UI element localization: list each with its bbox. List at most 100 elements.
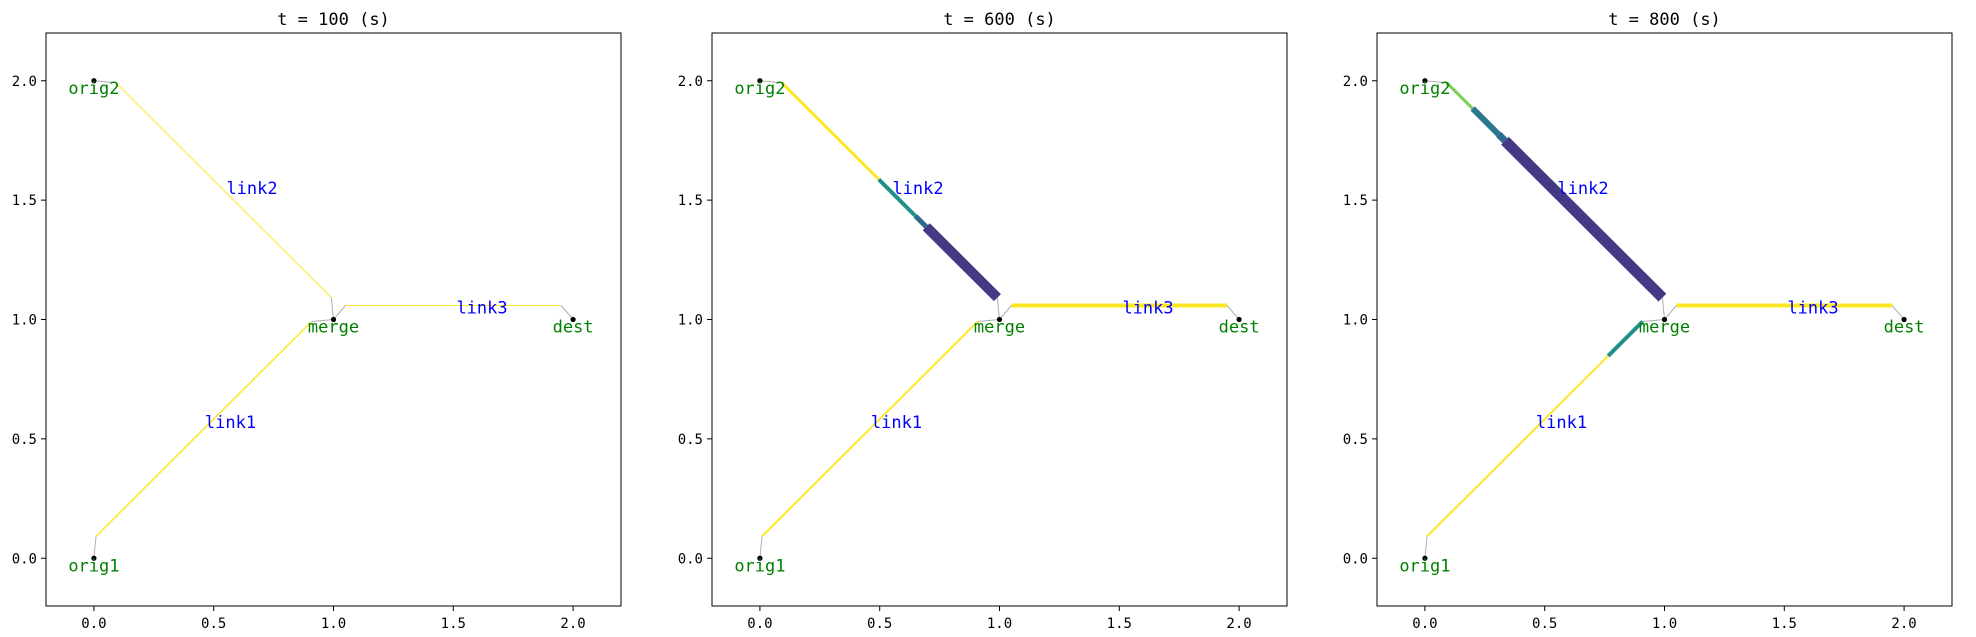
node-merge-label: merge <box>974 318 1025 338</box>
node-orig2-marker <box>91 78 97 84</box>
link2-segment-2 <box>877 178 917 218</box>
link2-segment-4 <box>922 223 1001 302</box>
node-orig2-marker <box>1422 78 1428 84</box>
node-orig2-marker <box>757 78 763 84</box>
x-tick-label: 0.0 <box>81 616 106 632</box>
node-orig1-label: orig1 <box>1399 556 1450 576</box>
y-tick-label: 0.5 <box>1343 432 1368 448</box>
link1-segment-1 <box>761 320 979 538</box>
node-merge-marker <box>1661 316 1668 323</box>
link2-connector-start <box>1424 80 1447 84</box>
link1-segment-1 <box>1426 355 1609 538</box>
y-tick-label: 2.0 <box>678 74 703 90</box>
link1-connector-start <box>1424 536 1428 559</box>
x-tick-label: 0.0 <box>1412 616 1437 632</box>
node-orig1-marker <box>1422 555 1428 561</box>
link2-segment-2 <box>1470 106 1501 137</box>
node-merge-label: merge <box>1639 318 1690 338</box>
link2-connector-end <box>1661 297 1665 320</box>
link3-connector-end <box>560 305 574 320</box>
y-tick-label: 2.0 <box>12 74 37 90</box>
link2-segment-3 <box>1496 131 1508 144</box>
x-tick-label: 2.0 <box>560 616 585 632</box>
link2-connector-start <box>759 80 782 84</box>
link2-segment-3 <box>913 214 929 229</box>
x-tick-label: 0.0 <box>747 616 772 632</box>
link2-label: link2 <box>892 179 943 199</box>
node-dest-label: dest <box>1219 318 1260 338</box>
node-dest-marker <box>1901 316 1907 323</box>
link1-label: link1 <box>871 413 922 433</box>
y-tick-label: 1.0 <box>678 313 703 329</box>
node-orig1-label: orig1 <box>734 556 785 576</box>
link1-connector-end <box>311 319 334 323</box>
node-merge-label: merge <box>308 318 359 338</box>
link3-label: link3 <box>1787 299 1838 319</box>
link3-connector-start <box>1664 305 1677 320</box>
node-dest-label: dest <box>553 318 594 338</box>
y-tick-label: 1.0 <box>1343 313 1368 329</box>
link1-connector-start <box>759 536 763 559</box>
link1-segment-1 <box>95 320 313 537</box>
link2-connector-start <box>93 80 116 84</box>
y-tick-label: 0.5 <box>678 432 703 448</box>
x-tick-label: 0.5 <box>201 616 226 632</box>
link2-segment-1 <box>780 81 880 181</box>
link3-connector-end <box>1891 305 1905 320</box>
link1-connector-end <box>977 319 1000 323</box>
link1-label: link1 <box>1536 413 1587 433</box>
panel-3: t = 800 (s) 0.0 0.5 1.0 1.5 2.0 0.0 0.5 1.0 1.5 2.… <box>1343 10 1953 632</box>
link1-connector-start <box>93 536 97 559</box>
link1-segment-2 <box>1606 320 1645 358</box>
y-tick-label: 0.5 <box>12 432 37 448</box>
link1-label: link1 <box>205 413 256 433</box>
link2-segment-1 <box>1445 81 1474 110</box>
link3-connector-start <box>999 305 1012 320</box>
link2-segment-4 <box>1501 136 1667 302</box>
link3-label: link3 <box>456 299 507 319</box>
panel-1: t = 100 (s) 0.0 0.5 1.0 1.5 2.0 0.0 0.5 1.0 1.5 2.… <box>12 10 622 632</box>
x-tick-label: 2.0 <box>1226 616 1251 632</box>
x-tick-label: 1.5 <box>441 616 466 632</box>
panel-title: t = 100 (s) <box>277 10 390 30</box>
node-dest-marker <box>570 316 576 323</box>
y-tick-label: 0.0 <box>12 551 37 567</box>
link3-connector-start <box>333 305 346 320</box>
node-orig1-marker <box>757 555 763 561</box>
x-tick-label: 1.0 <box>321 616 346 632</box>
node-dest-label: dest <box>1884 318 1925 338</box>
node-orig1-marker <box>91 555 97 561</box>
y-tick-label: 0.0 <box>1343 551 1368 567</box>
y-tick-label: 1.5 <box>12 193 37 209</box>
node-orig2-label: orig2 <box>68 79 119 99</box>
x-tick-label: 0.5 <box>867 616 892 632</box>
x-tick-label: 0.5 <box>1532 616 1557 632</box>
link2-connector-end <box>996 297 1000 320</box>
link3-connector-end <box>1226 305 1240 320</box>
x-tick-label: 1.5 <box>1107 616 1132 632</box>
panel-2: t = 600 (s) 0.0 0.5 1.0 1.5 2.0 0.0 0.5 1.0 1.5 2.… <box>678 10 1288 632</box>
link2-connector-end <box>330 297 334 320</box>
y-tick-label: 1.0 <box>12 313 37 329</box>
x-tick-label: 2.0 <box>1891 616 1916 632</box>
y-tick-label: 0.0 <box>678 551 703 567</box>
node-dest-marker <box>1236 316 1242 323</box>
x-tick-label: 1.0 <box>987 616 1012 632</box>
panel-title: t = 800 (s) <box>1608 10 1721 30</box>
link2-segment-1 <box>115 82 332 298</box>
y-tick-label: 1.5 <box>678 193 703 209</box>
node-orig2-label: orig2 <box>1399 79 1450 99</box>
link3-label: link3 <box>1122 299 1173 319</box>
node-merge-marker <box>996 316 1003 323</box>
x-tick-label: 1.5 <box>1772 616 1797 632</box>
node-orig1-label: orig1 <box>68 556 119 576</box>
y-tick-label: 2.0 <box>1343 74 1368 90</box>
y-tick-label: 1.5 <box>1343 193 1368 209</box>
panel-title: t = 600 (s) <box>943 10 1056 30</box>
link2-label: link2 <box>226 179 277 199</box>
node-merge-marker <box>330 316 337 323</box>
link1-connector-end <box>1642 319 1665 323</box>
x-tick-label: 1.0 <box>1652 616 1677 632</box>
node-orig2-label: orig2 <box>734 79 785 99</box>
